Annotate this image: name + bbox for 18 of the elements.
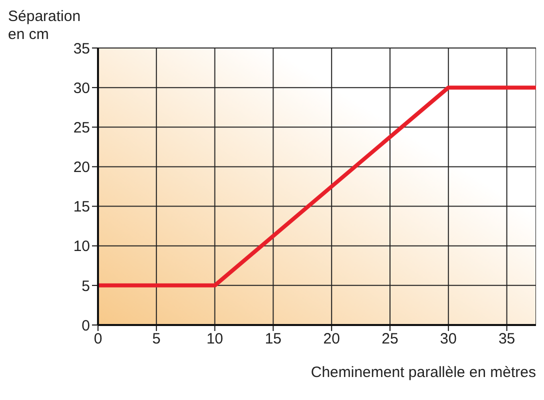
y-tick-label: 15	[73, 198, 90, 216]
y-tick-label: 0	[82, 317, 90, 334]
x-tick-label: 5	[152, 330, 161, 348]
y-tick-label: 35	[73, 40, 90, 58]
y-axis-title: Séparation en cm	[8, 8, 81, 43]
x-tick-label: 30	[440, 330, 457, 348]
x-tick-label: 35	[498, 330, 516, 348]
x-tick-label: 20	[323, 330, 340, 348]
x-tick-label: 15	[264, 330, 282, 348]
y-tick-label: 25	[73, 119, 90, 136]
y-tick-label: 10	[73, 238, 90, 256]
y-tick-label: 20	[73, 159, 90, 176]
y-tick-label: 30	[73, 80, 90, 97]
x-tick-label: 25	[382, 330, 398, 348]
x-tick-label: 10	[206, 330, 224, 348]
x-tick-label: 0	[94, 330, 102, 348]
y-tick-label: 5	[82, 278, 90, 295]
x-axis-title: Cheminement parallèle en mètres	[310, 364, 536, 381]
